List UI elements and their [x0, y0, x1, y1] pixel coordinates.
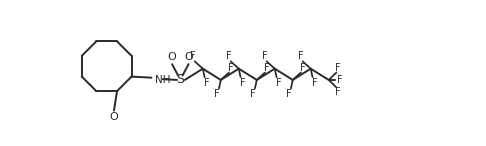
Text: F: F — [312, 78, 317, 88]
Text: S: S — [176, 73, 184, 86]
Text: F: F — [264, 62, 270, 73]
Text: O: O — [110, 112, 119, 122]
Text: F: F — [337, 75, 343, 85]
Text: F: F — [190, 51, 195, 61]
Text: F: F — [298, 51, 304, 61]
Text: F: F — [250, 89, 256, 99]
Text: F: F — [335, 87, 341, 97]
Text: F: F — [300, 62, 306, 73]
Text: O: O — [168, 52, 176, 62]
Text: F: F — [262, 51, 268, 61]
Text: NH: NH — [155, 75, 170, 85]
Text: F: F — [228, 62, 234, 73]
Text: F: F — [214, 89, 220, 99]
Text: F: F — [286, 89, 292, 99]
Text: O: O — [184, 52, 193, 62]
Text: F: F — [204, 78, 209, 88]
Text: F: F — [240, 78, 245, 88]
Text: F: F — [226, 51, 232, 61]
Text: F: F — [335, 62, 341, 73]
Text: F: F — [276, 78, 281, 88]
